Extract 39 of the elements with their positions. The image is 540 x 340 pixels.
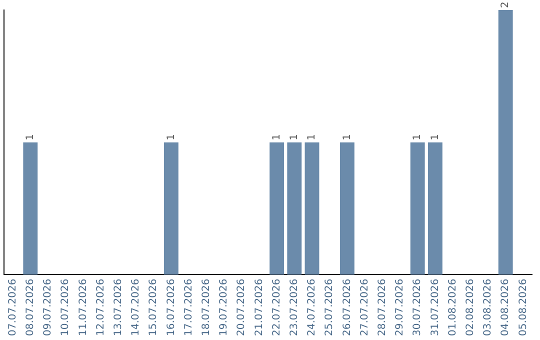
x-tick-label: 16.07.2026 bbox=[166, 278, 177, 336]
x-tick-label: 11.07.2026 bbox=[78, 278, 89, 336]
data-label: 2 bbox=[500, 2, 512, 8]
x-tick-label: 13.07.2026 bbox=[112, 278, 124, 336]
x-tick-label: 08.07.2026 bbox=[24, 278, 36, 336]
x-tick-label: 03.08.2026 bbox=[482, 278, 494, 336]
data-label: 1 bbox=[288, 134, 300, 140]
x-tick-label: 15.07.2026 bbox=[148, 278, 160, 336]
x-tick-label: 05.08.2026 bbox=[518, 278, 529, 336]
x-tick-label: 07.07.2026 bbox=[7, 278, 18, 336]
x-tick-label: 12.07.2026 bbox=[95, 278, 106, 336]
x-tick-label: 28.07.2026 bbox=[376, 278, 388, 336]
x-tick-label: 23.07.2026 bbox=[288, 278, 300, 336]
x-tick-label: 27.07.2026 bbox=[359, 278, 370, 336]
data-label: 1 bbox=[430, 134, 441, 140]
x-tick-label: 25.07.2026 bbox=[324, 278, 336, 336]
x-tick-label: 10.07.2026 bbox=[60, 278, 72, 336]
data-label: 1 bbox=[24, 134, 36, 140]
x-tick-label: 20.07.2026 bbox=[236, 278, 248, 336]
x-tick-label: 09.07.2026 bbox=[42, 278, 54, 336]
x-tick-label: 01.08.2026 bbox=[447, 278, 458, 336]
x-tick-label: 24.07.2026 bbox=[306, 278, 318, 336]
data-label: 1 bbox=[166, 134, 177, 140]
x-tick-label: 04.08.2026 bbox=[500, 278, 512, 336]
data-label: 1 bbox=[306, 134, 318, 140]
x-tick-label: 14.07.2026 bbox=[130, 278, 142, 336]
x-tick-label: 02.08.2026 bbox=[464, 278, 476, 336]
x-tick-label: 31.07.2026 bbox=[430, 278, 441, 336]
x-tick-label: 22.07.2026 bbox=[271, 278, 282, 336]
x-tick-label: 29.07.2026 bbox=[394, 278, 406, 336]
x-tick-label: 26.07.2026 bbox=[342, 278, 353, 336]
x-tick-label: 30.07.2026 bbox=[412, 278, 424, 336]
data-label: 1 bbox=[342, 134, 353, 140]
x-tick-label: 17.07.2026 bbox=[183, 278, 194, 336]
data-label: 1 bbox=[412, 134, 424, 140]
x-tick-label: 18.07.2026 bbox=[200, 278, 212, 336]
x-tick-label: 19.07.2026 bbox=[218, 278, 230, 336]
data-label: 1 bbox=[271, 134, 282, 140]
x-tick-label: 21.07.2026 bbox=[254, 278, 265, 336]
